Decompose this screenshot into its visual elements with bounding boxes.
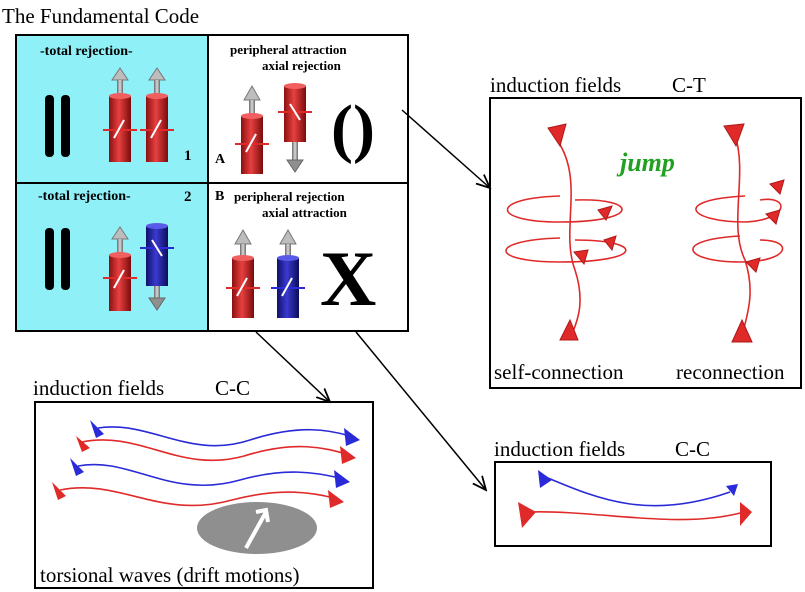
- fundamental-code-box: [15, 34, 409, 332]
- parallel-bar-left-2: [45, 228, 54, 290]
- panel-1-number: 1: [184, 148, 192, 164]
- cc-left-red-waves: [59, 439, 347, 507]
- red-cylinder-up-a: [235, 84, 269, 174]
- torsional-waves-label: torsional waves (drift motions): [40, 563, 300, 587]
- red-cylinder-up-b: [226, 228, 260, 318]
- cc-right-field: [518, 470, 752, 528]
- cc-left-code: C-C: [215, 376, 251, 400]
- panel-1-label: -total rejection-: [40, 44, 133, 59]
- panel-a-line2: axial rejection: [262, 58, 341, 73]
- self-connection-cones: [547, 123, 617, 341]
- panel-a-line1: peripheral attraction: [230, 42, 347, 57]
- reconnection-field: [692, 134, 784, 341]
- reconnection-label: reconnection: [676, 360, 785, 384]
- cc-right-caption: induction fields: [494, 437, 626, 461]
- parallel-bar-right: [61, 95, 70, 157]
- horizontal-divider: [17, 182, 407, 184]
- parentheses-symbol: (): [331, 92, 375, 165]
- x-symbol: X: [320, 235, 377, 322]
- arrow-to-ct: [401, 109, 490, 188]
- diagram-title: The Fundamental Code: [2, 4, 200, 28]
- cc-left-caption: induction fields: [33, 376, 165, 400]
- red-cylinder-up-1: [103, 67, 137, 162]
- blue-cylinder-up-b: [271, 228, 305, 318]
- arrow-to-cc-right: [355, 331, 486, 490]
- panel-a-letter: A: [215, 152, 226, 167]
- parallel-bar-left: [45, 95, 54, 157]
- self-connection-label: self-connection: [494, 360, 624, 384]
- cc-right-code: C-C: [675, 437, 711, 461]
- blue-cylinder-down: [140, 223, 174, 311]
- drift-disc: [197, 502, 317, 554]
- panel-b-line2: axial attraction: [262, 205, 347, 220]
- reconnection-cones: [723, 123, 785, 343]
- ct-code: C-T: [672, 73, 706, 97]
- ct-caption: induction fields: [490, 73, 622, 97]
- panel-2-number: 2: [184, 189, 192, 205]
- red-cylinder-up-2: [140, 67, 174, 162]
- arrow-to-cc-left: [255, 331, 330, 402]
- parallel-bar-right-2: [61, 228, 70, 290]
- self-connection-field: [505, 139, 627, 341]
- panel-b-line1: peripheral rejection: [234, 189, 345, 204]
- red-cylinder-up-3: [103, 226, 137, 311]
- cc-left-cones: [52, 420, 360, 508]
- panel-b-letter: B: [215, 189, 225, 204]
- jump-label: jump: [620, 148, 675, 177]
- red-cylinder-down-a: [278, 83, 312, 173]
- cc-left-blue-waves: [77, 426, 351, 487]
- panel-2-label: -total rejection-: [38, 189, 131, 204]
